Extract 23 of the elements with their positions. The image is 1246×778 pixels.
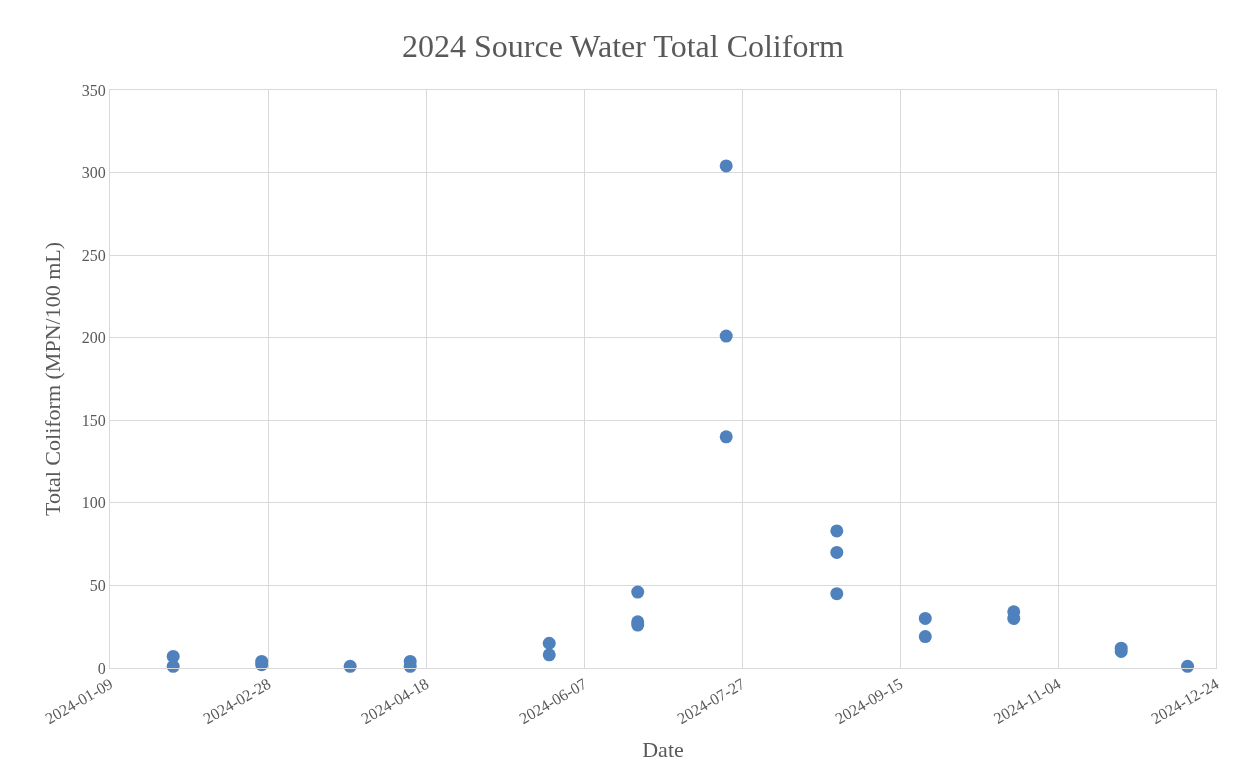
point (542, 648, 556, 662)
point (830, 545, 844, 559)
point (719, 329, 733, 343)
y-tick-label: 0 (97, 659, 106, 677)
y-axis-title: Total Coliform (MPN/100 mL) (39, 241, 65, 517)
point (542, 636, 556, 650)
y-tick-label: 200 (81, 329, 106, 347)
y-tick-label: 150 (81, 411, 106, 429)
point (631, 585, 645, 599)
point (918, 611, 932, 625)
point (166, 659, 180, 673)
y-tick-label: 250 (81, 246, 106, 264)
point (719, 159, 733, 173)
y-tick-label: 300 (81, 164, 106, 182)
point (830, 524, 844, 538)
y-tick-label: 50 (89, 577, 106, 595)
x-axis-title: Date (642, 736, 684, 762)
chart-title: 2024 Source Water Total Coliform (402, 28, 845, 65)
y-tick-label: 350 (81, 81, 106, 99)
point (918, 630, 932, 644)
point (719, 430, 733, 444)
y-tick-label: 100 (81, 494, 106, 512)
point (830, 587, 844, 601)
